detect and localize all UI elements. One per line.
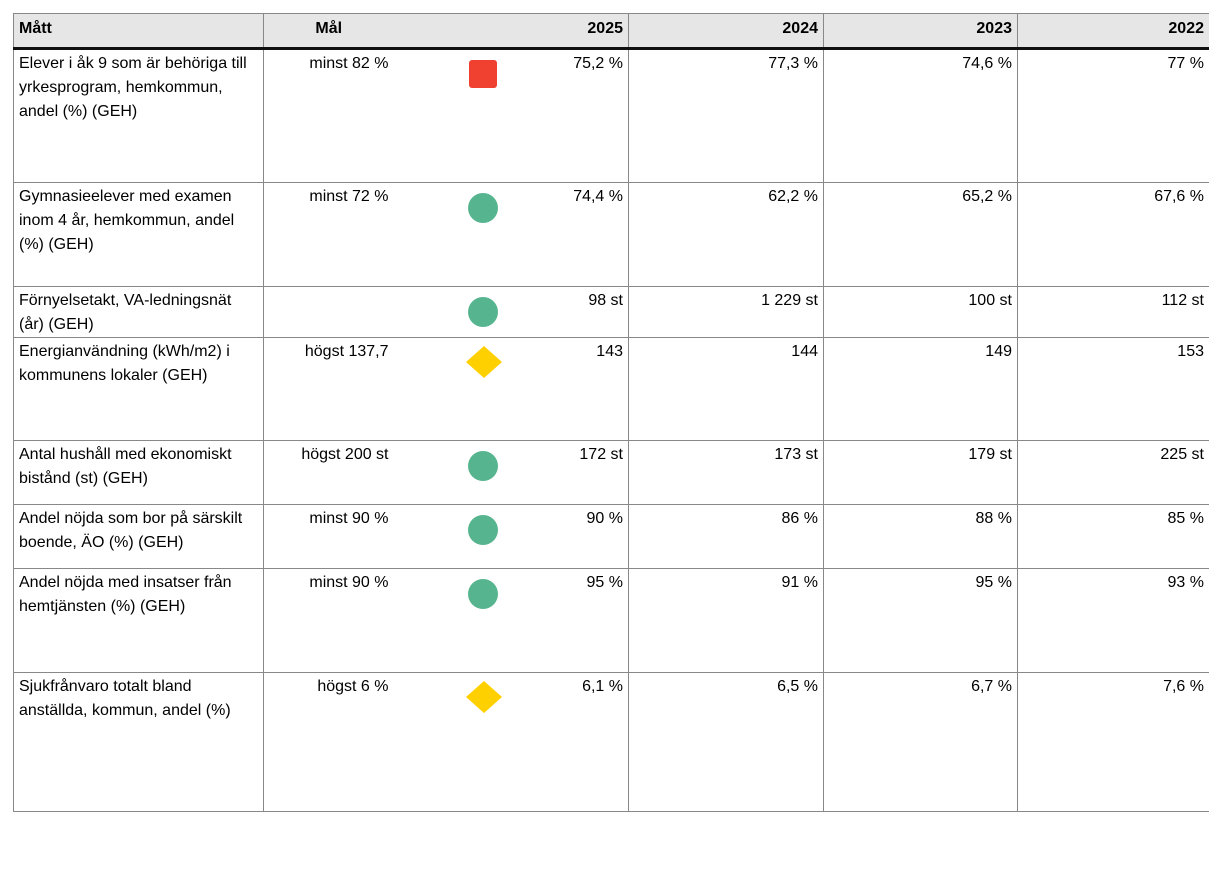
status-icon (467, 451, 498, 481)
value-cell: 90 % (513, 504, 629, 569)
value-cell: 77,3 % (628, 48, 824, 183)
value-cell: 75,2 % (513, 48, 629, 183)
value-cell: 85 % (1017, 504, 1209, 569)
value-cell: 88 % (823, 504, 1018, 569)
measure-cell: Sjukfrånvaro totalt bland anställda, kom… (13, 672, 264, 812)
value-cell: 95 % (823, 568, 1018, 673)
row: Förnyelsetakt, VA-ledningsnät (år) (GEH)… (13, 286, 1209, 338)
status-cell (393, 48, 514, 183)
target-cell (263, 286, 394, 338)
value-cell: 143 (513, 337, 629, 441)
status-cell (393, 286, 514, 338)
value-cell: 144 (628, 337, 824, 441)
status-cell (393, 568, 514, 673)
row: Sjukfrånvaro totalt bland anställda, kom… (13, 672, 1209, 812)
value-cell: 74,4 % (513, 182, 629, 287)
value-cell: 172 st (513, 440, 629, 505)
status-cell (393, 672, 514, 812)
value-cell: 93 % (1017, 568, 1209, 673)
measure-cell: Antal hushåll med ekonomiskt bistånd (st… (13, 440, 264, 505)
status-square (468, 60, 497, 88)
status-icon (467, 297, 498, 327)
value-cell: 225 st (1017, 440, 1209, 505)
value-cell: 173 st (628, 440, 824, 505)
row: Energianvändning (kWh/m2) i kommunens lo… (13, 337, 1209, 441)
value-cell: 62,2 % (628, 182, 824, 287)
value-cell: 7,6 % (1017, 672, 1209, 812)
table-wrap: Mått Mål 2025 2024 2023 2022 Elever i åk 9 so… (13, 13, 1209, 812)
header-cell: 2025 (513, 13, 629, 50)
value-cell: 67,6 % (1017, 182, 1209, 287)
header-cell: Mål (263, 13, 394, 50)
header-cell: 2022 (1017, 13, 1209, 50)
status-cell (393, 337, 514, 441)
value-cell: 6,5 % (628, 672, 824, 812)
status-circle (467, 579, 498, 609)
measure-cell: Andel nöjda med insatser från hemtjänste… (13, 568, 264, 673)
value-cell: 74,6 % (823, 48, 1018, 183)
table-body: Elever i åk 9 som är behöriga till yrkes… (13, 48, 1209, 812)
value-cell: 179 st (823, 440, 1018, 505)
row: Andel nöjda som bor på särskilt boende, … (13, 504, 1209, 569)
header-cell: Mått (13, 13, 264, 50)
value-cell: 112 st (1017, 286, 1209, 338)
value-cell: 95 % (513, 568, 629, 673)
status-circle (467, 451, 498, 481)
value-cell: 1 229 st (628, 286, 824, 338)
value-cell: 6,1 % (513, 672, 629, 812)
status-cell (393, 182, 514, 287)
status-circle (467, 297, 498, 327)
status-icon (465, 346, 502, 378)
value-cell: 153 (1017, 337, 1209, 441)
kpi-table: Mått Mål 2025 2024 2023 2022 Elever i åk 9 so… (13, 13, 1209, 812)
value-cell: 86 % (628, 504, 824, 569)
value-cell: 6,7 % (823, 672, 1018, 812)
status-circle (467, 515, 498, 545)
measure-cell: Andel nöjda som bor på särskilt boende, … (13, 504, 264, 569)
value-cell: 65,2 % (823, 182, 1018, 287)
header-cell: 2024 (628, 13, 824, 50)
target-cell: minst 90 % (263, 568, 394, 673)
status-cell (393, 504, 514, 569)
value-cell: 91 % (628, 568, 824, 673)
status-circle (467, 193, 498, 223)
target-cell: högst 137,7 (263, 337, 394, 441)
header-cell (393, 13, 514, 50)
row: Andel nöjda med insatser från hemtjänste… (13, 568, 1209, 673)
measure-cell: Förnyelsetakt, VA-ledningsnät (år) (GEH) (13, 286, 264, 338)
measure-cell: Gymnasieelever med examen inom 4 år, hem… (13, 182, 264, 287)
status-icon (467, 579, 498, 609)
status-icon (467, 515, 498, 545)
target-cell: minst 90 % (263, 504, 394, 569)
status-icon (468, 60, 497, 88)
header-cell: 2023 (823, 13, 1018, 50)
row: Antal hushåll med ekonomiskt bistånd (st… (13, 440, 1209, 505)
target-cell: högst 200 st (263, 440, 394, 505)
value-cell: 100 st (823, 286, 1018, 338)
row: Gymnasieelever med examen inom 4 år, hem… (13, 182, 1209, 287)
value-cell: 98 st (513, 286, 629, 338)
status-icon (465, 681, 502, 713)
target-cell: minst 72 % (263, 182, 394, 287)
target-cell: minst 82 % (263, 48, 394, 183)
status-icon (467, 193, 498, 223)
measure-cell: Elever i åk 9 som är behöriga till yrkes… (13, 48, 264, 183)
status-diamond (465, 346, 502, 378)
status-diamond (465, 681, 502, 713)
value-cell: 77 % (1017, 48, 1209, 183)
measure-cell: Energianvändning (kWh/m2) i kommunens lo… (13, 337, 264, 441)
target-cell: högst 6 % (263, 672, 394, 812)
value-cell: 149 (823, 337, 1018, 441)
header-row: Mått Mål 2025 2024 2023 2022 (13, 13, 1209, 50)
status-cell (393, 440, 514, 505)
row: Elever i åk 9 som är behöriga till yrkes… (13, 48, 1209, 183)
